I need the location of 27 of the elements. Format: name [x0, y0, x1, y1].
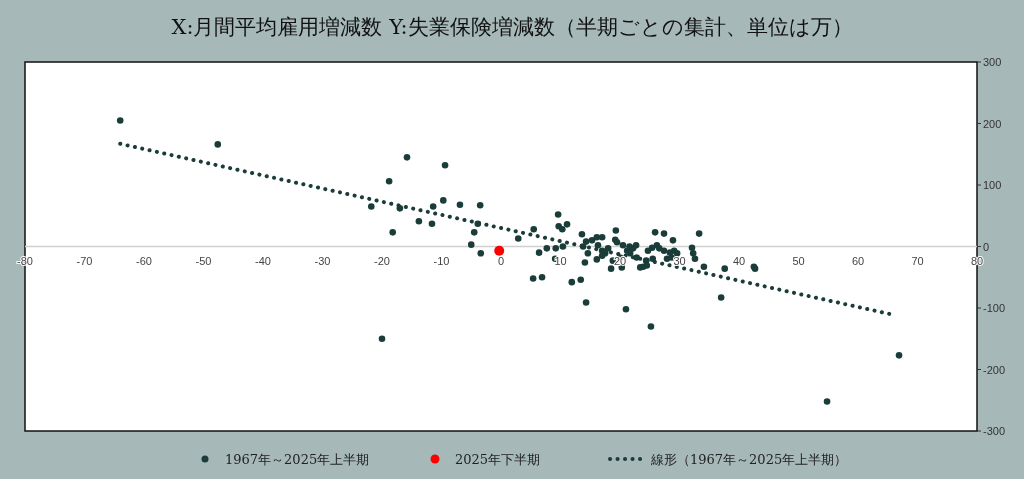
- chart-title: X:月間平均雇用増減数 Y:失業保険増減数（半期ごとの集計、単位は万）: [171, 15, 853, 39]
- legend-label: 1967年～2025年上半期: [225, 452, 370, 467]
- x-tick-label: -60: [136, 254, 152, 267]
- x-tick-label: 0: [497, 254, 505, 267]
- y-tick-label: -100: [983, 302, 1006, 314]
- y-tick-label: 200: [983, 117, 1002, 130]
- x-tick-label: 30: [673, 254, 686, 267]
- x-tick-label: -80: [17, 254, 33, 267]
- x-tick-label: -50: [195, 254, 212, 267]
- y-tick-label: 300: [983, 56, 1002, 68]
- x-tick-label: 40: [732, 254, 746, 267]
- y-tick-label: -300: [983, 425, 1006, 437]
- legend-label: 2025年下半期: [455, 452, 541, 467]
- x-tick-label: -70: [76, 254, 93, 267]
- x-tick-label: 60: [851, 254, 865, 267]
- x-tick-label: 80: [970, 254, 984, 267]
- x-tick-label: 70: [911, 254, 924, 267]
- y-tick-label: 0: [983, 240, 990, 253]
- y-tick-label: 100: [983, 179, 1002, 191]
- x-tick-label: -30: [314, 254, 331, 267]
- x-tick-label: -10: [433, 254, 450, 267]
- x-tick-label: -20: [374, 254, 390, 267]
- x-tick-label: 50: [792, 254, 805, 267]
- x-tick-label: -40: [255, 254, 271, 267]
- y-tick-label: -200: [983, 363, 1006, 376]
- legend-label: 線形（1967年～2025年上半期）: [650, 452, 848, 467]
- x-tick-label: 10: [554, 254, 567, 267]
